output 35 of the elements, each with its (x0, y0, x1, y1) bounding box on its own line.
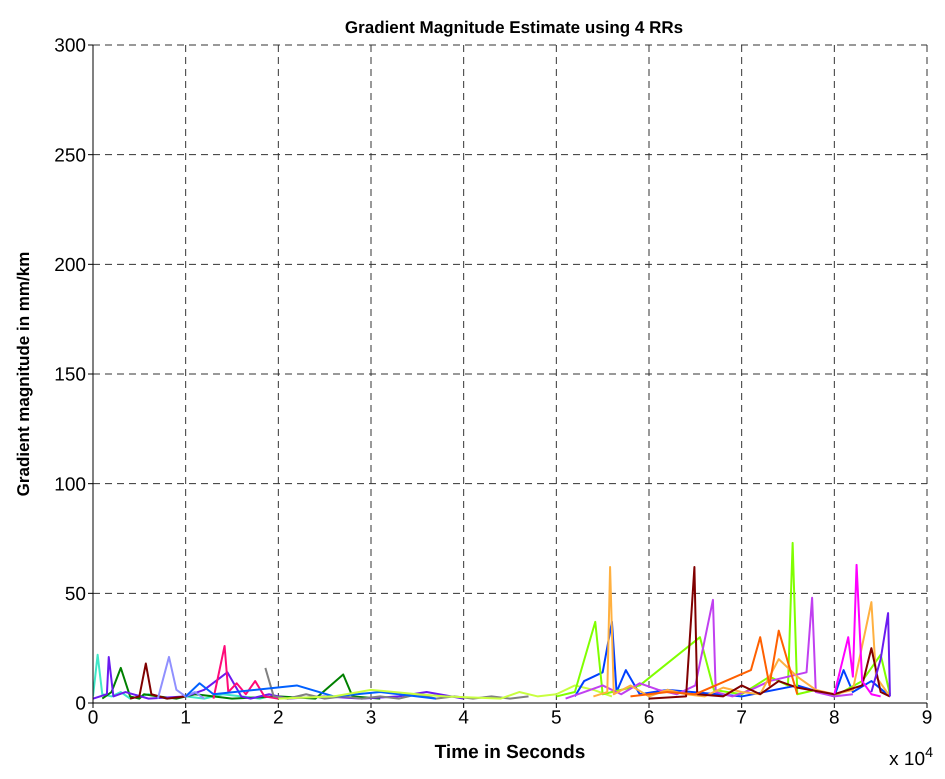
line-series (184, 682, 437, 700)
line-series (629, 630, 798, 698)
y-axis-title: Gradient magnitude in mm/km (14, 252, 33, 496)
y-tick-label: 50 (64, 584, 86, 606)
y-tick-label: 250 (54, 145, 86, 166)
y-tick-label: 300 (54, 36, 86, 57)
line-series (101, 666, 382, 700)
line-series (264, 666, 530, 700)
x-tick-label: 7 (736, 707, 747, 728)
line-series (870, 612, 891, 698)
y-tick-label: 0 (75, 694, 86, 715)
x-tick-label: 9 (922, 707, 932, 728)
x-tick-label: 8 (829, 707, 840, 728)
x-tick-label: 4 (458, 707, 470, 728)
line-series (277, 684, 613, 700)
line-series (555, 542, 891, 698)
line-series (156, 656, 206, 700)
line-series (592, 566, 891, 698)
line-series (648, 566, 891, 700)
line-series (129, 662, 187, 700)
x-tick-label: 1 (180, 707, 191, 728)
y-tick-label: 150 (54, 364, 86, 386)
chart-title: Gradient Magnitude Estimate using 4 RRs (344, 18, 684, 37)
y-tick-label: 200 (54, 255, 86, 276)
text: x 10$^{4}$ (889, 745, 934, 770)
x-tick-label: 6 (644, 707, 654, 728)
y-tick-label: 100 (54, 474, 86, 496)
line-series (833, 564, 882, 698)
line-series (212, 644, 280, 700)
x-tick-label: 5 (551, 707, 562, 728)
line-series (564, 596, 854, 700)
x-axis-title: Time in Seconds (434, 742, 586, 763)
line-series (93, 656, 465, 700)
x-tick-label: 3 (366, 707, 376, 728)
x-tick-label: 2 (273, 707, 284, 728)
